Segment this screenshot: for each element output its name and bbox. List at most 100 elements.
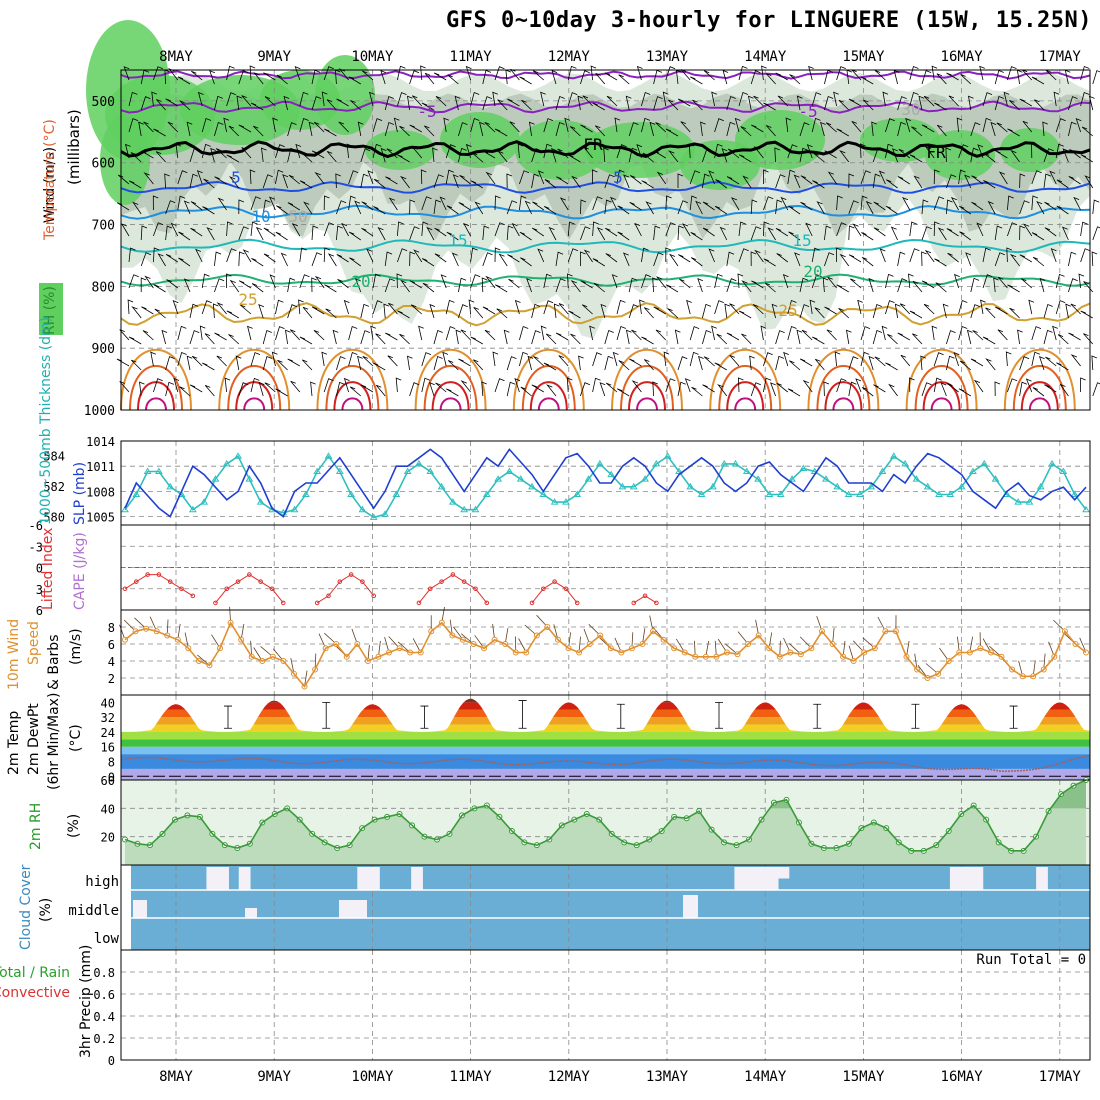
wind-barb bbox=[264, 96, 276, 107]
wind-barb bbox=[882, 91, 889, 107]
wind-barb bbox=[590, 65, 597, 81]
panel-frame-upper bbox=[120, 69, 1091, 411]
wind-barb bbox=[287, 122, 297, 137]
wind-barb bbox=[750, 251, 757, 267]
wind-barb bbox=[277, 359, 288, 371]
wind-barb bbox=[571, 175, 581, 189]
rh2m-ylabel: 2m RH bbox=[28, 803, 44, 850]
wind-barb bbox=[409, 70, 420, 85]
wind-barb bbox=[1019, 254, 1033, 263]
contour-label: 15 bbox=[792, 231, 811, 250]
wind-barb bbox=[946, 330, 956, 345]
run-total-label: Run Total = 0 bbox=[976, 952, 1086, 968]
wind-barb bbox=[994, 252, 1005, 267]
wind-barb bbox=[641, 91, 651, 107]
wind-barb bbox=[288, 174, 301, 185]
wind-barb bbox=[443, 117, 450, 133]
wind-barb bbox=[506, 381, 516, 397]
wind-barb bbox=[492, 351, 499, 367]
wind-barb bbox=[217, 197, 227, 211]
temp-band bbox=[121, 724, 1090, 732]
wind-barb bbox=[690, 76, 703, 85]
wind-barb bbox=[600, 303, 607, 319]
wind-barb bbox=[325, 308, 337, 319]
li-tick-label: -6 bbox=[29, 519, 43, 533]
wind-barb bbox=[348, 231, 362, 241]
wind-barb bbox=[816, 201, 825, 215]
wind-barb bbox=[724, 303, 731, 319]
wind-barb bbox=[263, 227, 276, 237]
surface-heat-contour bbox=[1028, 397, 1051, 411]
slp-tick-label: 1005 bbox=[86, 511, 115, 525]
wind-barb bbox=[909, 91, 919, 107]
wind-barb bbox=[313, 121, 325, 133]
thickness-point bbox=[415, 459, 423, 467]
wind-barb bbox=[177, 170, 188, 185]
wind-barb bbox=[494, 284, 508, 293]
wind-barb bbox=[295, 143, 302, 159]
wind-barb bbox=[767, 227, 776, 241]
wind-barb bbox=[452, 174, 459, 189]
wind-barb bbox=[987, 200, 996, 215]
wind-barb bbox=[348, 76, 362, 85]
wind-barb bbox=[199, 325, 206, 341]
wind-barb bbox=[144, 275, 154, 289]
wind-barb bbox=[558, 355, 569, 367]
wind-barb bbox=[776, 382, 789, 393]
wind-barb bbox=[836, 378, 847, 393]
wind-barb bbox=[385, 332, 398, 341]
thickness-point bbox=[675, 467, 683, 475]
wind-barb bbox=[839, 253, 850, 267]
wind-barb bbox=[116, 358, 130, 367]
wind-barb bbox=[1043, 148, 1054, 163]
wind-barb bbox=[946, 199, 953, 215]
wind-barb bbox=[116, 202, 130, 211]
wind-barb bbox=[532, 201, 545, 211]
wind-barb bbox=[1080, 248, 1091, 263]
wind-barb bbox=[970, 122, 981, 137]
wind-barb bbox=[275, 169, 284, 185]
temp-ylabel-2: 2m DewPt bbox=[26, 703, 42, 775]
wind-barb bbox=[665, 284, 679, 293]
surface-heat-contour bbox=[145, 397, 167, 411]
wind-barb bbox=[824, 306, 837, 315]
wind-barb bbox=[435, 382, 447, 393]
wind-barb bbox=[543, 118, 554, 133]
wind-barb bbox=[611, 274, 618, 289]
cloud-unit: (%) bbox=[38, 898, 54, 922]
wind-barb bbox=[409, 280, 423, 289]
wind-barb bbox=[511, 223, 520, 237]
wind-barb bbox=[282, 174, 289, 189]
wind-barb bbox=[977, 144, 984, 159]
thickness-point bbox=[878, 467, 887, 475]
wind-barb bbox=[1007, 128, 1020, 137]
wind-barb bbox=[947, 383, 959, 393]
wind-barb bbox=[788, 231, 801, 241]
wind-barb bbox=[702, 329, 712, 345]
wind-barb bbox=[885, 300, 895, 315]
wind-barb bbox=[595, 125, 606, 137]
wind-barb bbox=[533, 356, 545, 367]
wind-barb bbox=[824, 225, 832, 241]
wind-barb bbox=[634, 222, 642, 237]
wind-barb bbox=[485, 275, 496, 289]
wind-barb bbox=[1043, 173, 1051, 189]
rh-green-area bbox=[100, 115, 150, 205]
wind-barb bbox=[668, 253, 679, 267]
wind-barb bbox=[473, 359, 484, 371]
date-label-bottom: 9MAY bbox=[257, 1069, 291, 1085]
wind-barb bbox=[287, 147, 297, 163]
temp-band bbox=[121, 702, 1090, 710]
wind-barb bbox=[543, 362, 557, 371]
wind-barb bbox=[770, 382, 776, 397]
wind-barb bbox=[470, 117, 480, 133]
wind-barb bbox=[299, 117, 309, 133]
wind-barb bbox=[1025, 378, 1033, 393]
wind-barb bbox=[470, 180, 484, 189]
wind-barb bbox=[124, 143, 131, 159]
wind-barb bbox=[812, 180, 825, 189]
wind-barb bbox=[226, 221, 233, 237]
wind-barb bbox=[326, 151, 337, 163]
wind-barb bbox=[592, 377, 601, 393]
wind-barb bbox=[812, 336, 825, 345]
